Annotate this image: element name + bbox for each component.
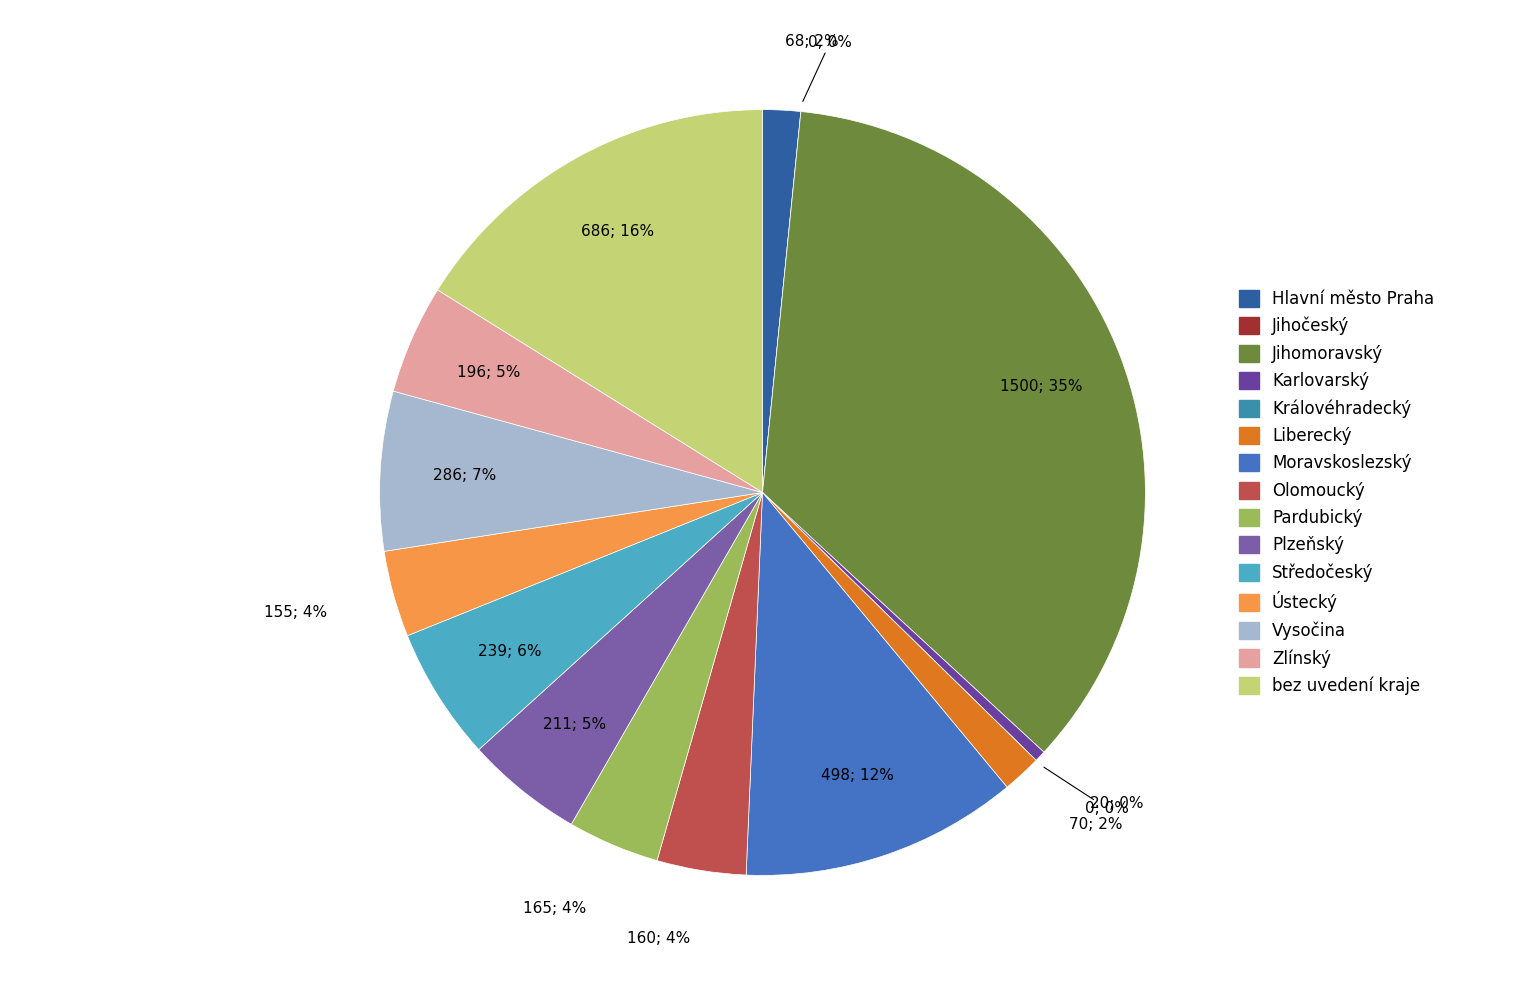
Text: 286; 7%: 286; 7% (433, 468, 496, 483)
Wedge shape (438, 109, 762, 492)
Text: 1500; 35%: 1500; 35% (1000, 379, 1083, 394)
Text: 239; 6%: 239; 6% (477, 643, 541, 659)
Text: 165; 4%: 165; 4% (523, 901, 586, 916)
Text: 70; 2%: 70; 2% (1069, 818, 1122, 832)
Text: 68; 2%: 68; 2% (785, 33, 839, 49)
Text: 196; 5%: 196; 5% (458, 365, 520, 380)
Wedge shape (572, 492, 762, 861)
Wedge shape (746, 492, 1006, 876)
Text: 498; 12%: 498; 12% (822, 768, 894, 783)
Wedge shape (762, 492, 1035, 787)
Text: 0; 0%: 0; 0% (802, 35, 851, 101)
Wedge shape (393, 290, 762, 492)
Wedge shape (762, 109, 801, 492)
Wedge shape (479, 492, 762, 824)
Wedge shape (762, 111, 801, 492)
Wedge shape (380, 391, 762, 552)
Text: 211; 5%: 211; 5% (543, 717, 607, 733)
Wedge shape (762, 492, 1035, 760)
Wedge shape (762, 111, 1145, 753)
Wedge shape (384, 492, 762, 635)
Text: 686; 16%: 686; 16% (581, 224, 654, 238)
Legend: Hlavní město Praha, Jihočeský, Jihomoravský, Karlovarský, Královéhradecký, Liber: Hlavní město Praha, Jihočeský, Jihomorav… (1231, 282, 1443, 703)
Wedge shape (407, 492, 762, 750)
Wedge shape (657, 492, 762, 875)
Text: 160; 4%: 160; 4% (627, 931, 691, 946)
Text: 0; 0%: 0; 0% (1045, 767, 1128, 816)
Text: 20; 0%: 20; 0% (1090, 796, 1144, 812)
Wedge shape (762, 492, 1045, 760)
Text: 155; 4%: 155; 4% (264, 605, 326, 620)
